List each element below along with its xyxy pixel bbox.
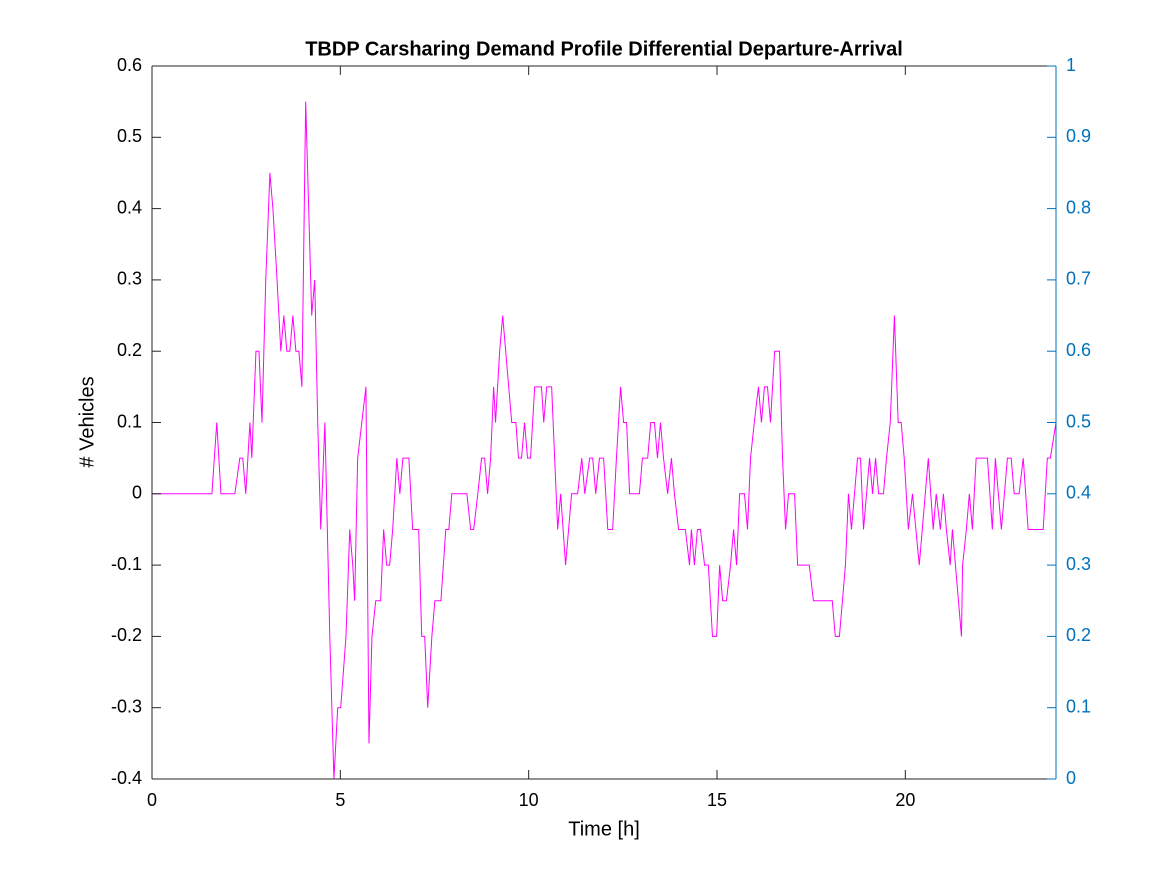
y-tick-label: 0.3 — [117, 269, 142, 289]
y-tick-label: 0 — [132, 483, 142, 503]
y2-tick-label: 0.5 — [1066, 411, 1091, 431]
y-tick-label: -0.3 — [111, 696, 142, 716]
y2-tick-label: 0.1 — [1066, 696, 1091, 716]
y-tick-label: -0.1 — [111, 554, 142, 574]
y-tick-label: 0.5 — [117, 126, 142, 146]
y-tick-label: 0.1 — [117, 411, 142, 431]
x-tick-label: 5 — [335, 790, 345, 810]
x-tick-label: 15 — [707, 790, 727, 810]
y2-tick-label: 0 — [1066, 768, 1076, 788]
y-tick-label: -0.2 — [111, 625, 142, 645]
y2-tick-label: 0.6 — [1066, 340, 1091, 360]
chart-title: TBDP Carsharing Demand Profile Different… — [305, 38, 903, 60]
y2-tick-label: 0.8 — [1066, 197, 1091, 217]
y2-tick-label: 0.2 — [1066, 625, 1091, 645]
y2-tick-label: 0.9 — [1066, 126, 1091, 146]
data-line — [152, 101, 1057, 780]
y-tick-label: 0.6 — [117, 55, 142, 75]
x-tick-label: 0 — [147, 790, 157, 810]
y-tick-label: -0.4 — [111, 768, 142, 788]
y2-tick-label: 0.7 — [1066, 269, 1091, 289]
x-tick-label: 20 — [895, 790, 915, 810]
y2-tick-label: 0.3 — [1066, 554, 1091, 574]
y-axis-label: # Vehicles — [76, 376, 98, 467]
y2-tick-label: 0.4 — [1066, 483, 1091, 503]
x-tick-label: 10 — [519, 790, 539, 810]
y-tick-label: 0.2 — [117, 340, 142, 360]
x-axis-label: Time [h] — [568, 818, 640, 840]
y-tick-label: 0.4 — [117, 197, 142, 217]
y2-tick-label: 1 — [1066, 55, 1076, 75]
